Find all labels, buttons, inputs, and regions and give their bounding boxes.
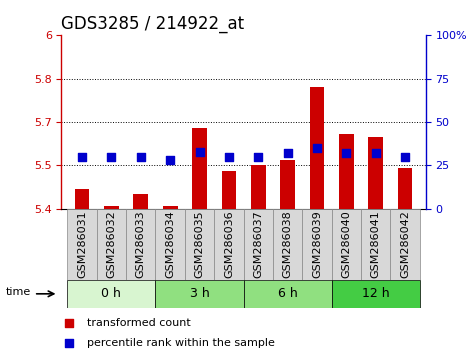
Bar <box>185 209 214 280</box>
Bar <box>361 209 390 280</box>
Text: GSM286033: GSM286033 <box>136 210 146 278</box>
Bar <box>302 209 332 280</box>
Bar <box>273 209 302 280</box>
Bar <box>126 209 156 280</box>
Bar <box>221 171 236 209</box>
Bar <box>133 194 148 209</box>
Point <box>306 257 314 263</box>
Point <box>342 150 350 156</box>
Bar <box>67 209 97 280</box>
Bar <box>280 160 295 209</box>
Point <box>313 145 321 151</box>
Text: 0 h: 0 h <box>102 287 122 300</box>
Point <box>402 154 409 160</box>
Point <box>254 154 262 160</box>
Bar <box>156 209 185 280</box>
Text: GDS3285 / 214922_at: GDS3285 / 214922_at <box>61 15 245 33</box>
Bar <box>310 87 324 209</box>
Text: GSM286040: GSM286040 <box>342 210 351 278</box>
Bar <box>163 206 177 209</box>
Text: 6 h: 6 h <box>278 287 298 300</box>
Text: percentile rank within the sample: percentile rank within the sample <box>87 338 275 348</box>
Bar <box>368 137 383 209</box>
Text: GSM286035: GSM286035 <box>194 210 204 278</box>
Bar <box>390 209 420 280</box>
Text: 12 h: 12 h <box>362 287 390 300</box>
Text: GSM286038: GSM286038 <box>283 210 293 278</box>
Bar <box>97 209 126 280</box>
Bar <box>339 134 354 209</box>
Text: 3 h: 3 h <box>190 287 210 300</box>
Bar <box>156 280 244 308</box>
Text: GSM286034: GSM286034 <box>165 210 175 278</box>
Text: GSM286032: GSM286032 <box>106 210 116 278</box>
Text: GSM286039: GSM286039 <box>312 210 322 278</box>
Point <box>78 154 86 160</box>
Point <box>196 149 203 154</box>
Point <box>372 150 379 156</box>
Point <box>137 154 145 160</box>
Bar <box>214 209 244 280</box>
Point <box>225 154 233 160</box>
Text: GSM286031: GSM286031 <box>77 210 87 278</box>
Text: GSM286041: GSM286041 <box>371 210 381 278</box>
Text: GSM286037: GSM286037 <box>253 210 263 278</box>
Bar <box>75 189 89 209</box>
Point <box>108 154 115 160</box>
Point <box>284 150 291 156</box>
Bar <box>104 206 119 209</box>
Bar <box>332 209 361 280</box>
Bar <box>244 280 332 308</box>
Bar <box>251 165 266 209</box>
Bar <box>332 280 420 308</box>
Bar <box>398 169 412 209</box>
Point <box>306 80 314 86</box>
Bar <box>244 209 273 280</box>
Point <box>166 158 174 163</box>
Bar <box>67 280 156 308</box>
Text: time: time <box>6 287 31 297</box>
Text: transformed count: transformed count <box>87 318 191 328</box>
Bar <box>192 128 207 209</box>
Text: GSM286042: GSM286042 <box>400 210 410 278</box>
Text: GSM286036: GSM286036 <box>224 210 234 278</box>
